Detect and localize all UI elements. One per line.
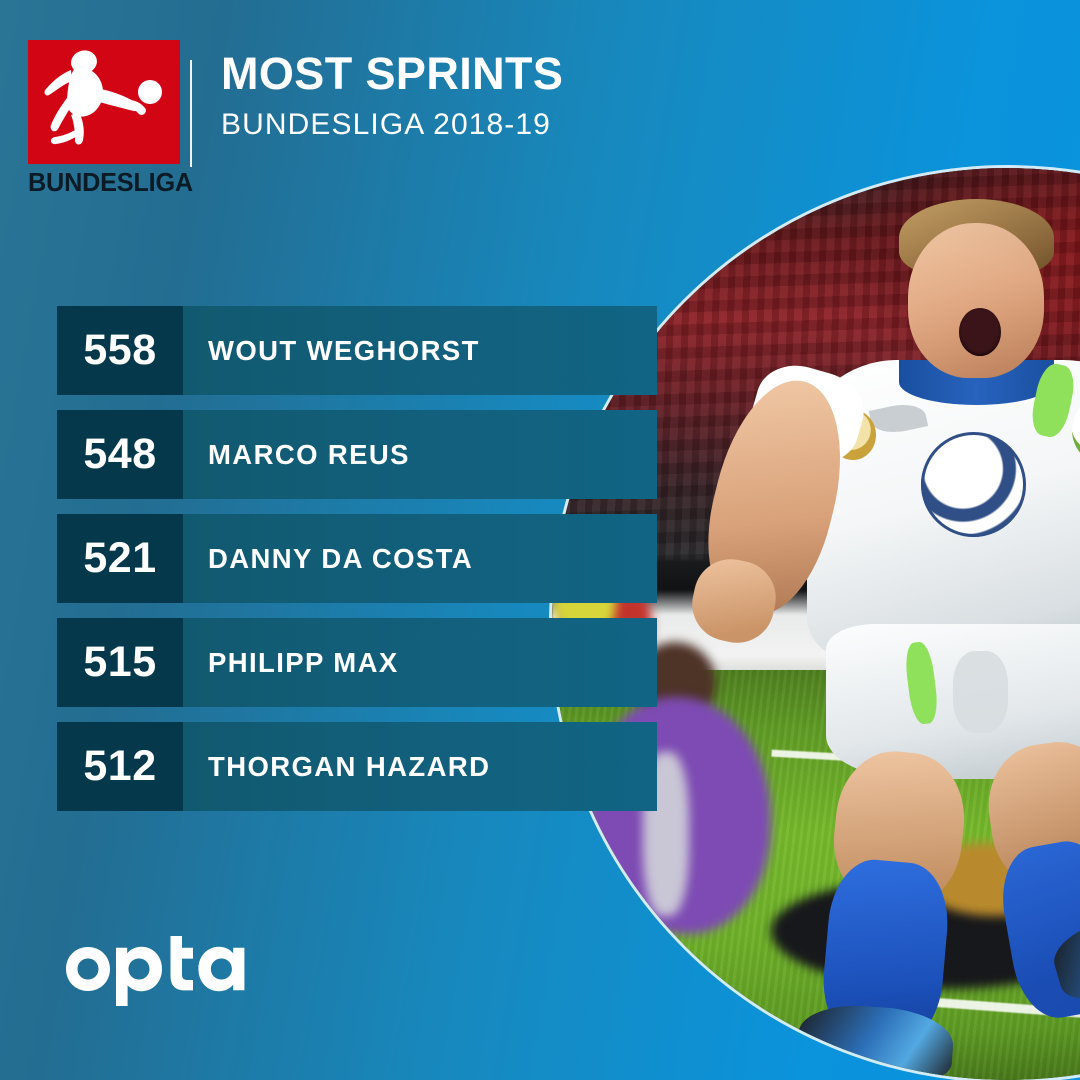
title-block: MOST SPRINTS BUNDESLIGA 2018-19 [221, 50, 563, 140]
sprint-count: 515 [57, 618, 183, 707]
ranking-row: 512 THORGAN HAZARD [57, 722, 657, 811]
club-crest [1071, 396, 1080, 465]
player-name: DANNY DA COSTA [208, 542, 474, 574]
bundesliga-logo: BUNDESLIGA [28, 40, 193, 197]
page-subtitle: BUNDESLIGA 2018-19 [221, 108, 551, 142]
player-name: MARCO REUS [208, 438, 410, 470]
bundesliga-logo-square [28, 40, 180, 164]
ranking-row: 521 DANNY DA COSTA [57, 514, 657, 603]
player-bar: THORGAN HAZARD [183, 722, 657, 811]
player-bar: WOUT WEGHORST [183, 306, 657, 395]
player-name: PHILIPP MAX [208, 646, 399, 678]
ranking-list: 558 WOUT WEGHORST 548 MARCO REUS 521 DAN… [57, 306, 657, 811]
bundesliga-wordmark: BUNDESLIGA [28, 169, 193, 197]
player-bar: MARCO REUS [183, 410, 657, 499]
ranking-row: 558 WOUT WEGHORST [57, 306, 657, 395]
footballer-icon [44, 50, 162, 145]
header-divider [190, 60, 192, 167]
ranking-row: 515 PHILIPP MAX [57, 618, 657, 707]
sprint-count: 558 [57, 306, 183, 395]
sprint-count: 521 [57, 514, 183, 603]
player-name: THORGAN HAZARD [208, 750, 491, 782]
page-title: MOST SPRINTS [221, 48, 564, 99]
opta-wordmark-icon [66, 936, 245, 1006]
player-bar: DANNY DA COSTA [183, 514, 657, 603]
opta-logo [62, 933, 252, 1012]
player-name: WOUT WEGHORST [208, 334, 480, 366]
sprint-count: 512 [57, 722, 183, 811]
sponsor-logo [921, 432, 1027, 538]
sprint-count: 548 [57, 410, 183, 499]
player-bar: PHILIPP MAX [183, 618, 657, 707]
player-mouth [958, 308, 1001, 356]
shirt-number [953, 651, 1008, 734]
ranking-row: 548 MARCO REUS [57, 410, 657, 499]
